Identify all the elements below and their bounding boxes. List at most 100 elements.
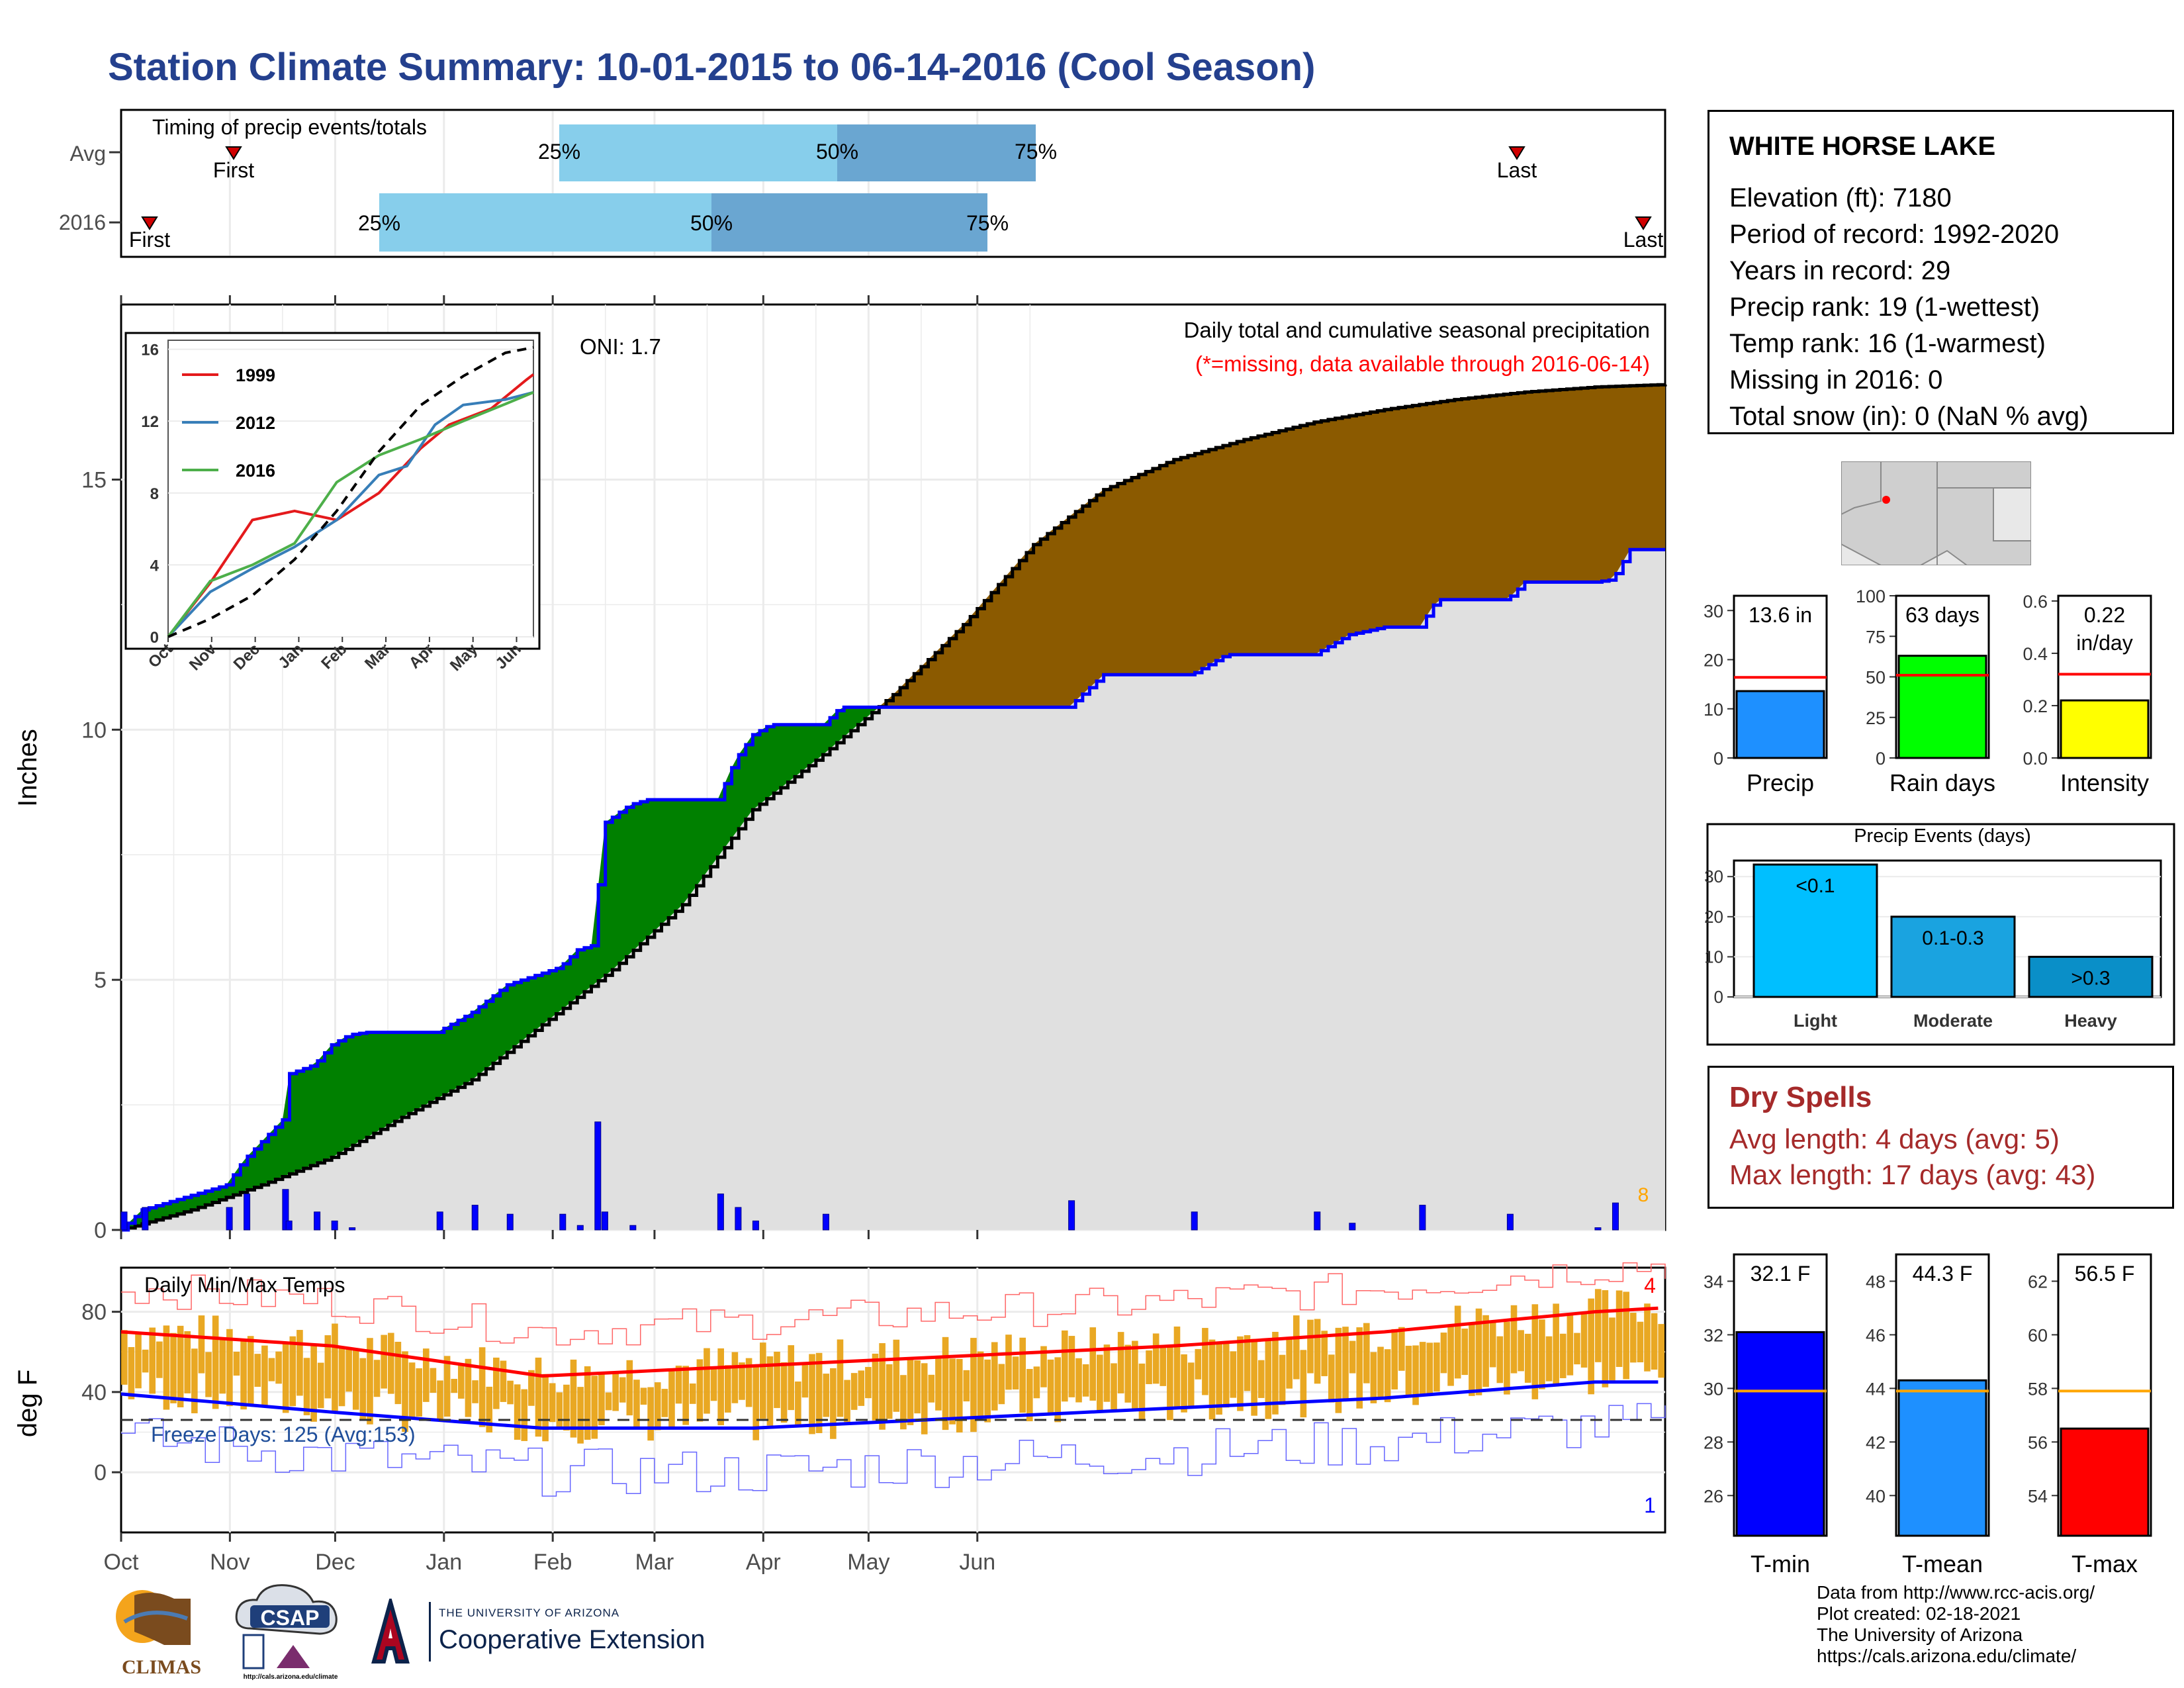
daily-temp-bar <box>774 1351 780 1409</box>
daily-temp-bar <box>282 1341 289 1413</box>
daily-temp-bar <box>1117 1332 1124 1393</box>
daily-precip-bar <box>1314 1211 1321 1231</box>
daily-temp-bar <box>1658 1324 1664 1378</box>
mini-ytick-label: 25 <box>1866 708 1886 728</box>
daily-temp-bar <box>177 1325 184 1407</box>
daily-temp-bar <box>844 1380 850 1423</box>
daily-temp-bar <box>486 1386 493 1432</box>
daily-precip-bar <box>349 1227 356 1231</box>
temp-bar-label: T-min <box>1751 1550 1810 1577</box>
mini-ytick-label: 30 <box>1704 601 1723 621</box>
precip-ytick-label: 10 <box>81 718 107 743</box>
precip-above-avg-area <box>121 549 1665 1231</box>
daily-temp-bar <box>570 1359 577 1438</box>
daily-precip-bar <box>282 1189 289 1231</box>
daily-temp-bar <box>430 1368 437 1393</box>
month-xtick-label: Feb <box>533 1550 572 1575</box>
y2016-first-marker <box>141 216 158 230</box>
daily-temp-bar <box>1574 1333 1580 1365</box>
avg-p75: 75% <box>1015 140 1057 164</box>
daily-temp-bar <box>1040 1346 1047 1387</box>
daily-precip-bar <box>629 1225 637 1231</box>
temp-bar <box>1735 1331 1825 1537</box>
daily-temp-bar <box>184 1331 191 1393</box>
freeze-days-label: Freeze Days: 125 (Avg:153) <box>151 1423 416 1446</box>
daily-temp-bar <box>367 1338 373 1425</box>
daily-temp-bar <box>310 1344 317 1422</box>
daily-temp-bar <box>1257 1360 1265 1398</box>
avg-first-label: First <box>213 158 254 182</box>
precip-ytick-label: 0 <box>94 1218 107 1243</box>
temp-bar-ytick-label: 60 <box>2028 1325 2048 1345</box>
daily-temp-bar <box>296 1330 303 1396</box>
daily-temp-bar <box>1447 1325 1454 1386</box>
daily-temp-bar <box>879 1343 886 1430</box>
daily-precip-bar <box>735 1207 742 1231</box>
daily-temp-bar <box>1391 1329 1398 1389</box>
temp-bar-ytick-label: 62 <box>2028 1272 2048 1291</box>
daily-temp-bar <box>1187 1362 1195 1407</box>
daily-temp-bar <box>991 1342 998 1411</box>
daily-temp-bar <box>1019 1337 1026 1413</box>
daily-temp-bar <box>261 1345 268 1407</box>
daily-temp-bar <box>1440 1333 1447 1374</box>
events-bar-label: >0.3 <box>2071 967 2110 989</box>
daily-temp-bar <box>1152 1333 1160 1384</box>
daily-temp-bar <box>1405 1345 1412 1397</box>
daily-temp-bar <box>338 1347 345 1407</box>
daily-temp-bar <box>1489 1321 1496 1368</box>
precip-ytick-label: 5 <box>94 968 107 993</box>
daily-precip-bar <box>120 1211 128 1231</box>
events-ytick-label: 10 <box>1704 947 1723 966</box>
daily-temp-bar <box>451 1378 458 1393</box>
daily-precip-bar <box>594 1121 602 1231</box>
inset-ytick-label: 4 <box>150 557 159 575</box>
daily-temp-bar <box>1111 1363 1117 1409</box>
temp-bar-value-label: 56.5 F <box>2075 1262 2135 1286</box>
daily-temp-bar <box>1321 1331 1328 1376</box>
daily-temp-bar <box>788 1345 795 1411</box>
daily-temp-bar <box>1623 1291 1629 1380</box>
temp-bar-ytick-label: 54 <box>2028 1486 2048 1506</box>
daily-temp-bar <box>1356 1327 1363 1409</box>
daily-temp-bar <box>970 1338 977 1432</box>
daily-temp-bar <box>900 1375 907 1430</box>
daily-temp-bar <box>254 1354 261 1387</box>
daily-temp-bar <box>1328 1354 1335 1403</box>
timing-row-2016: 2016 <box>59 211 106 234</box>
daily-temp-bar <box>1524 1333 1531 1383</box>
daily-temp-bar <box>1265 1339 1272 1419</box>
inset-line-2016 <box>167 391 534 638</box>
daily-temp-bar <box>233 1351 240 1376</box>
daily-temp-bar <box>605 1392 612 1411</box>
precip-avg-line <box>121 383 1667 1232</box>
daily-temp-bar <box>1539 1319 1545 1389</box>
daily-temp-bar <box>443 1356 451 1417</box>
climas-text: CLIMAS <box>122 1656 201 1678</box>
events-ytick-label: 30 <box>1704 867 1723 886</box>
daily-temp-bar <box>1588 1298 1594 1395</box>
daily-precip-bar <box>142 1207 149 1231</box>
mini-ytick-label: 10 <box>1704 700 1723 720</box>
daily-precip-bar <box>314 1211 321 1231</box>
daily-temp-bar <box>317 1362 324 1409</box>
daily-temp-bar <box>704 1348 710 1414</box>
count-label: 8 <box>1638 1184 1649 1206</box>
daily-temp-bar <box>205 1352 212 1397</box>
avg-quartile-25-50 <box>559 124 837 181</box>
mini-ytick-label: 20 <box>1704 651 1723 671</box>
daily-temp-bar <box>1026 1369 1033 1422</box>
daily-temp-bar <box>1279 1354 1286 1405</box>
daily-temp-bar <box>303 1358 310 1415</box>
daily-temp-bar <box>1012 1356 1019 1390</box>
dry-spells-box: Dry Spells Avg length: 4 days (avg: 5) M… <box>1707 1066 2174 1209</box>
daily-temp-bar <box>472 1380 478 1403</box>
station-info-box: WHITE HORSE LAKE Elevation (ft): 7180 Pe… <box>1707 110 2174 434</box>
daily-precip-bar <box>1068 1200 1075 1231</box>
csap-url: http://cals.arizona.edu/climate <box>244 1673 338 1681</box>
daily-temp-bar <box>1412 1345 1419 1405</box>
daily-temp-bar <box>345 1348 352 1392</box>
daily-temp-bar <box>1349 1340 1356 1374</box>
station-name: WHITE HORSE LAKE <box>1729 132 1996 161</box>
station-period: Period of record: 1992-2020 <box>1729 220 2060 249</box>
